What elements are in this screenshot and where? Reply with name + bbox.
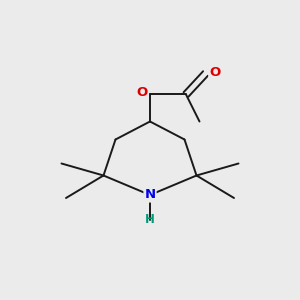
Text: O: O	[136, 86, 147, 100]
Text: H: H	[145, 213, 155, 226]
Text: O: O	[209, 66, 220, 79]
Text: N: N	[144, 188, 156, 202]
